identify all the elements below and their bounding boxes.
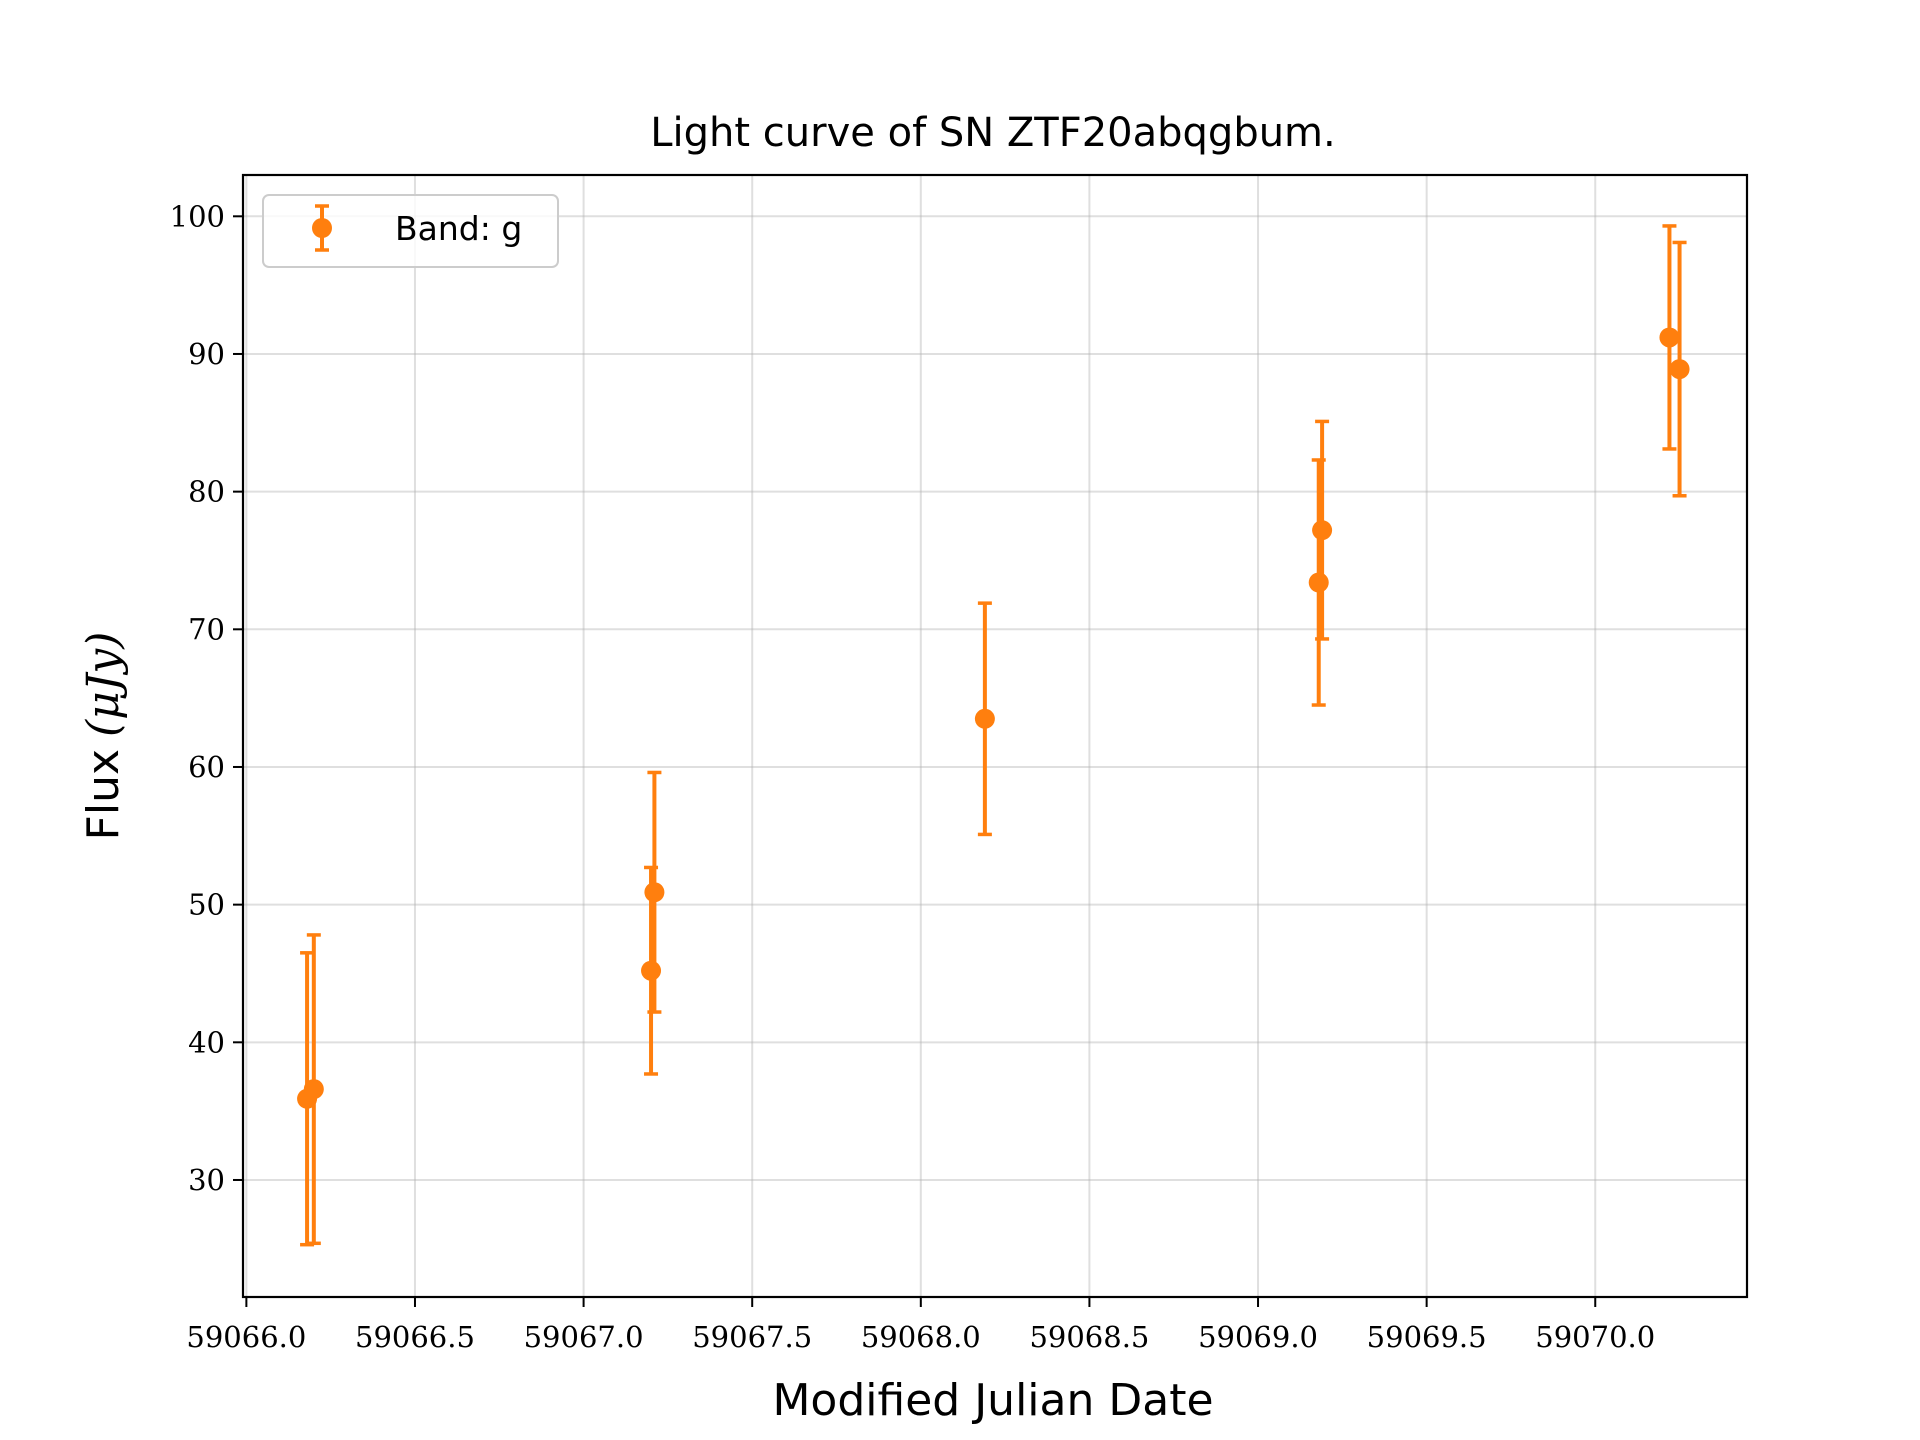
error-bars [300, 224, 1687, 1247]
x-tick-label: 59067.5 [692, 1320, 812, 1354]
y-tick-label: 80 [188, 475, 225, 509]
x-tick-label: 59069.5 [1367, 1320, 1487, 1354]
y-tick-label: 100 [170, 199, 225, 233]
data-point [303, 1079, 324, 1100]
y-tick-label: 30 [188, 1163, 225, 1197]
legend-marker [312, 218, 332, 238]
x-tick-label: 59068.5 [1029, 1320, 1149, 1354]
data-point [1669, 359, 1690, 380]
data-point [644, 882, 665, 903]
x-axis-ticks: 59066.0 59066.5 59067.0 59067.5 59068.0 59068… [186, 1297, 1655, 1354]
data-point [1308, 572, 1329, 593]
x-axis-label: Modified Julian Date [772, 1375, 1213, 1426]
data-point [974, 708, 995, 729]
y-axis-label: Flux (μJy) [78, 632, 129, 841]
data-point [1312, 520, 1333, 541]
grid [243, 175, 1747, 1297]
data-point [1659, 327, 1680, 348]
y-tick-label: 40 [188, 1025, 225, 1059]
y-tick-label: 70 [188, 612, 225, 646]
x-tick-label: 59069.0 [1198, 1320, 1318, 1354]
legend-label: Band: g [395, 209, 522, 248]
y-tick-label: 60 [188, 750, 225, 784]
x-tick-label: 59066.5 [355, 1320, 475, 1354]
y-axis-label-text: Flux [78, 749, 129, 840]
legend-box [262, 194, 559, 268]
x-tick-label: 59068.0 [861, 1320, 981, 1354]
x-tick-label: 59067.0 [524, 1320, 644, 1354]
chart-title: Light curve of SN ZTF20abqgbum. [650, 110, 1335, 156]
x-tick-label: 59070.0 [1535, 1320, 1655, 1354]
y-axis-ticks: 30 40 50 60 70 80 90 100 [170, 199, 243, 1197]
data-points [297, 327, 1690, 1109]
y-tick-label: 90 [188, 337, 225, 371]
y-tick-label: 50 [188, 888, 225, 922]
plot-frame [241, 173, 1749, 1299]
legend: Band: g [262, 194, 559, 268]
y-axis-label-unit: (μJy) [78, 632, 129, 737]
data-point [641, 960, 662, 981]
x-tick-label: 59066.0 [186, 1320, 306, 1354]
